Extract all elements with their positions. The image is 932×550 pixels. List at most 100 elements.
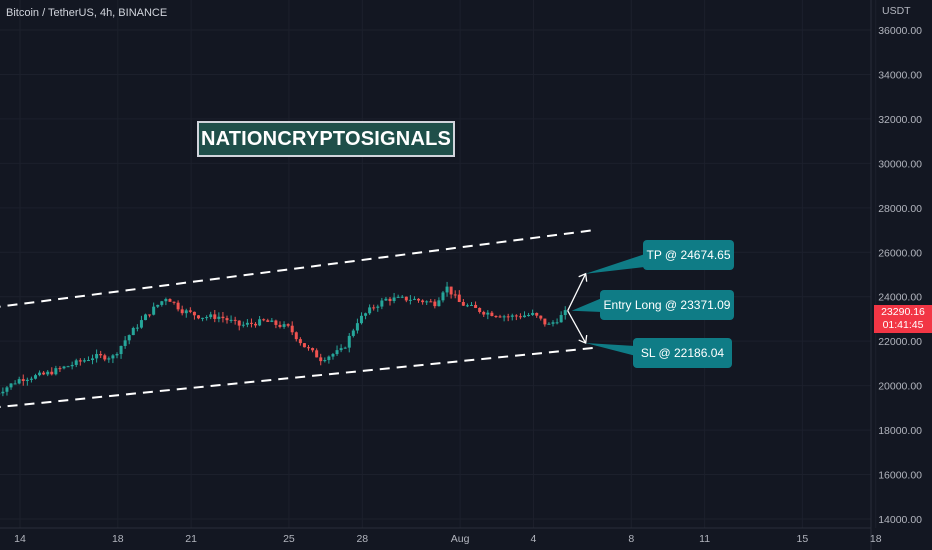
candle-bearish: [474, 304, 478, 308]
candle-bearish: [237, 320, 241, 326]
entry-long-callout[interactable]: Entry Long @ 23371.09: [600, 290, 734, 320]
candle-bullish: [384, 298, 388, 301]
candle-bearish: [221, 316, 225, 319]
price-tick-label: 32000.00: [878, 114, 922, 126]
candle-bearish: [449, 286, 453, 295]
candle-bearish: [490, 312, 494, 316]
stop-loss-label: SL @ 22186.04: [640, 346, 725, 360]
price-tick-label: 18000.00: [878, 425, 922, 437]
candle-bullish: [74, 360, 78, 365]
candle-bullish: [152, 306, 156, 315]
candle-bullish: [563, 310, 567, 316]
price-tick-label: 20000.00: [878, 381, 922, 393]
candle-bullish: [127, 335, 131, 341]
candle-bearish: [539, 315, 543, 319]
candle-bullish: [33, 375, 37, 379]
stop-loss-callout[interactable]: SL @ 22186.04: [633, 338, 732, 368]
candle-bullish: [522, 315, 526, 318]
candle-bearish: [99, 354, 103, 356]
candle-bullish: [115, 354, 119, 356]
candle-bullish: [62, 366, 66, 369]
candle-bullish: [184, 310, 188, 314]
time-tick-label: 15: [797, 533, 809, 545]
candle-bearish: [482, 311, 486, 315]
candle-bullish: [376, 306, 380, 308]
candle-bearish: [453, 294, 457, 296]
candle-bearish: [286, 324, 290, 326]
candle-bullish: [9, 383, 13, 388]
time-tick-label: 8: [628, 533, 634, 545]
candle-bearish: [404, 296, 408, 301]
candle-bullish: [331, 354, 335, 357]
candle-bearish: [518, 316, 522, 318]
candle-bullish: [258, 319, 262, 326]
candle-bearish: [478, 307, 482, 312]
price-tick-label: 26000.00: [878, 247, 922, 259]
time-tick-label: 21: [185, 533, 197, 545]
candle-bullish: [559, 315, 563, 323]
price-tick-label: 24000.00: [878, 292, 922, 304]
currency-label[interactable]: USDT: [882, 5, 911, 17]
candle-bullish: [229, 319, 233, 321]
candle-bearish: [148, 314, 152, 316]
candle-bullish: [139, 320, 143, 328]
candle-bullish: [380, 300, 384, 307]
price-tick-label: 34000.00: [878, 69, 922, 81]
chart-grid: [0, 0, 876, 528]
candle-bearish: [311, 348, 315, 351]
candle-bearish: [168, 299, 172, 302]
time-tick-label: 14: [14, 533, 26, 545]
callout-connectors: [571, 254, 653, 357]
candle-bullish: [245, 322, 249, 325]
candle-bullish: [13, 383, 17, 385]
time-scale[interactable]: 14 18 21 25 28 Aug 4 8 11 15 18: [14, 533, 882, 545]
candle-bearish: [254, 323, 258, 326]
brand-watermark: NATIONCRYPTOSIGNALS: [197, 121, 455, 157]
candle-bearish: [298, 339, 302, 344]
time-tick-label: Aug: [451, 533, 470, 545]
candle-bullish: [364, 313, 368, 316]
candle-bullish: [38, 372, 42, 376]
candle-bullish: [510, 315, 514, 317]
candle-bullish: [164, 299, 168, 302]
candle-bullish: [82, 360, 86, 362]
candle-bearish: [535, 312, 539, 316]
candle-bearish: [266, 320, 270, 322]
candle-bullish: [131, 327, 135, 336]
candle-bullish: [160, 301, 164, 305]
candle-bullish: [1, 391, 5, 394]
candle-bullish: [17, 379, 21, 384]
candle-bearish: [249, 322, 253, 324]
price-scale[interactable]: 14000.00 16000.00 18000.00 20000.00 22000.00…: [878, 25, 922, 526]
candle-bearish: [290, 325, 294, 333]
price-tick-label: 30000.00: [878, 158, 922, 170]
candle-bearish: [543, 318, 547, 325]
candle-bullish: [327, 356, 331, 361]
candle-bullish: [470, 304, 474, 306]
price-tick-label: 14000.00: [878, 514, 922, 526]
candle-bullish: [547, 323, 551, 325]
candle-bullish: [335, 350, 339, 355]
candle-bullish: [445, 286, 449, 293]
time-tick-label: 28: [356, 533, 368, 545]
candle-bullish: [396, 296, 400, 298]
candle-bearish: [294, 332, 298, 340]
candle-bullish: [119, 345, 123, 355]
candle-bearish: [498, 316, 502, 318]
candle-bullish: [392, 297, 396, 302]
time-tick-label: 4: [531, 533, 537, 545]
candle-bearish: [319, 357, 323, 362]
take-profit-callout[interactable]: TP @ 24674.65: [643, 240, 734, 270]
candle-bullish: [425, 301, 429, 303]
candle-bearish: [302, 343, 306, 348]
candle-bullish: [351, 330, 355, 336]
candle-bullish: [156, 304, 160, 307]
price-tick-label: 16000.00: [878, 470, 922, 482]
candle-bullish: [29, 378, 33, 380]
candle-bullish: [555, 322, 559, 324]
candle-bearish: [213, 314, 217, 319]
candle-bullish: [551, 322, 555, 324]
candle-bullish: [412, 298, 416, 300]
candle-bearish: [388, 298, 392, 302]
